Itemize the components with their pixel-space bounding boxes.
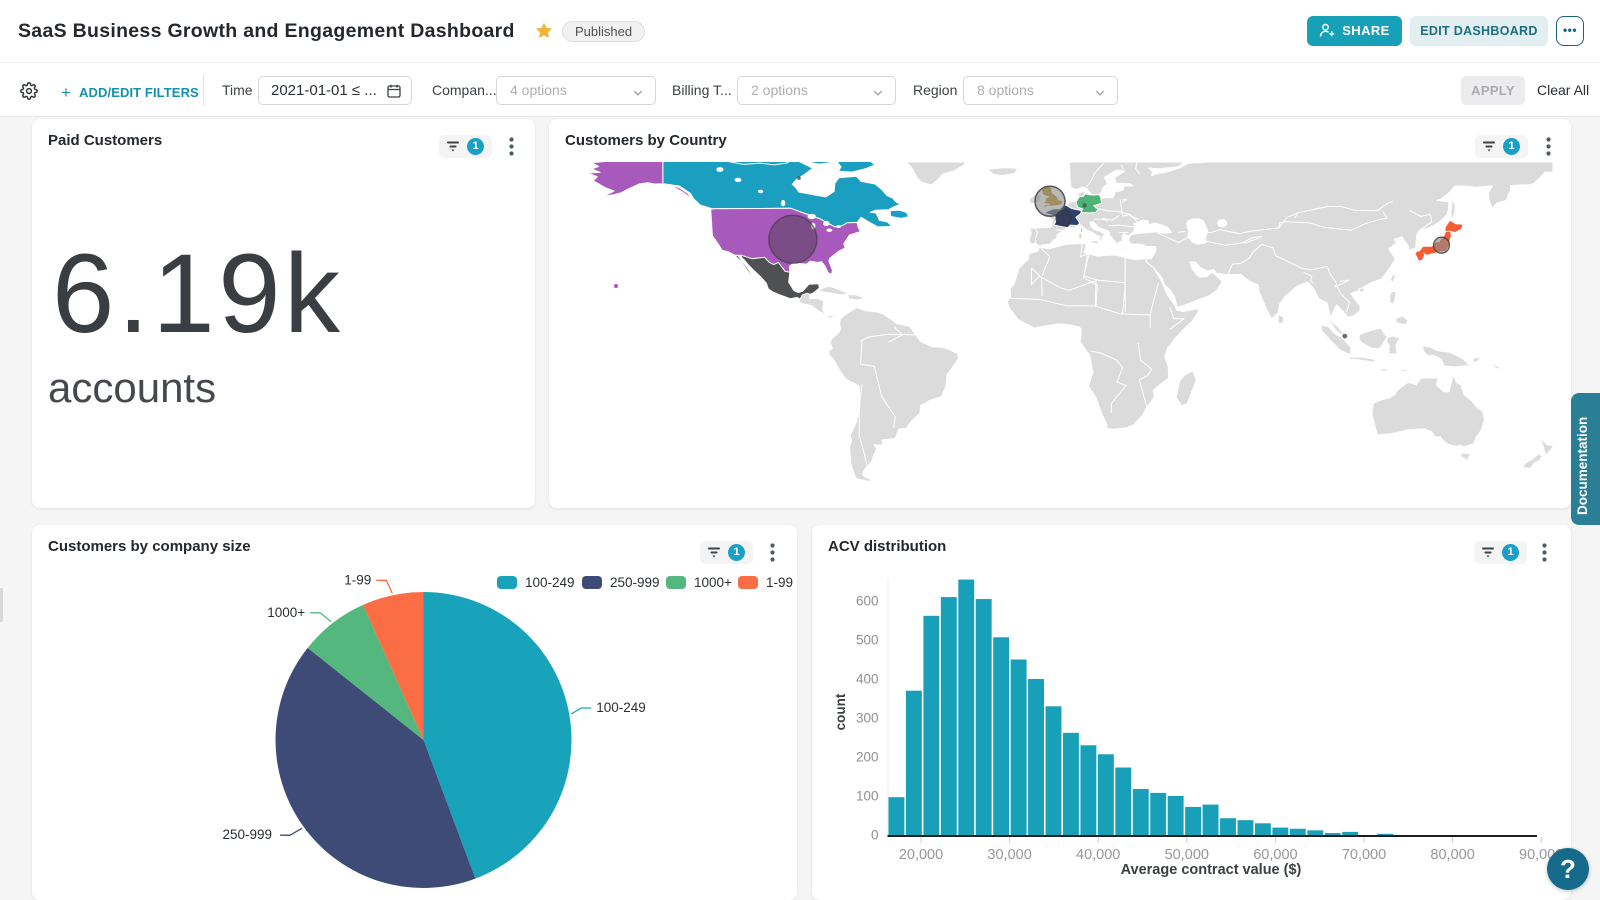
svg-text:250-999: 250-999 bbox=[610, 575, 660, 590]
svg-text:500: 500 bbox=[856, 633, 879, 648]
svg-text:400: 400 bbox=[856, 672, 879, 687]
svg-text:40,000: 40,000 bbox=[1076, 847, 1120, 863]
svg-text:count: count bbox=[833, 693, 848, 730]
svg-text:60,000: 60,000 bbox=[1253, 847, 1297, 863]
svg-text:600: 600 bbox=[856, 594, 879, 609]
svg-text:0: 0 bbox=[871, 828, 879, 843]
svg-text:50,000: 50,000 bbox=[1165, 847, 1209, 863]
svg-text:80,000: 80,000 bbox=[1430, 847, 1474, 863]
svg-text:100-249: 100-249 bbox=[596, 700, 646, 715]
svg-text:Average contract value ($): Average contract value ($) bbox=[1121, 862, 1302, 878]
svg-text:70,000: 70,000 bbox=[1342, 847, 1386, 863]
svg-text:1-99: 1-99 bbox=[766, 575, 793, 590]
svg-text:100-249: 100-249 bbox=[525, 575, 575, 590]
svg-text:250-999: 250-999 bbox=[222, 827, 272, 842]
svg-text:30,000: 30,000 bbox=[987, 847, 1031, 863]
svg-text:20,000: 20,000 bbox=[899, 847, 943, 863]
svg-text:1000+: 1000+ bbox=[267, 605, 305, 620]
svg-text:200: 200 bbox=[856, 750, 879, 765]
svg-text:300: 300 bbox=[856, 711, 879, 726]
svg-text:1-99: 1-99 bbox=[344, 572, 371, 587]
svg-text:1000+: 1000+ bbox=[694, 575, 732, 590]
svg-text:100: 100 bbox=[856, 789, 879, 804]
